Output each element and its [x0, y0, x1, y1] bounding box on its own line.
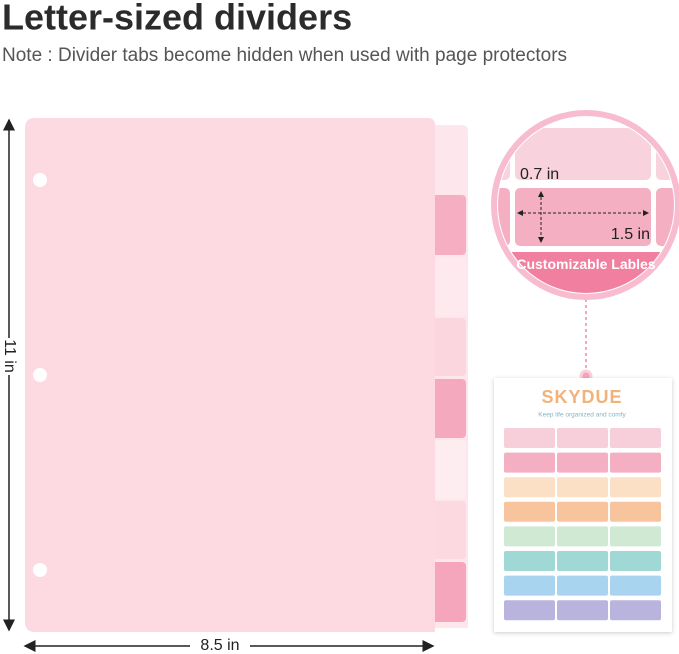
tab — [430, 440, 466, 499]
sheet-label — [557, 526, 608, 547]
sheet-label — [557, 428, 608, 448]
sheet-label — [504, 551, 555, 571]
sheet-label — [504, 600, 555, 621]
hole — [33, 563, 47, 577]
tab — [430, 318, 466, 376]
height-label: 11 in — [1, 339, 18, 373]
sheet-label — [504, 477, 555, 498]
width-label: 8.5 in — [200, 637, 239, 654]
title: Letter-sized dividers — [2, 0, 352, 38]
tabs — [430, 195, 466, 622]
sheet-label — [504, 501, 555, 522]
label-grid — [504, 428, 661, 621]
sheet-label — [610, 551, 661, 571]
sheet-label — [557, 477, 608, 498]
sheet-label — [610, 526, 661, 547]
note: Note : Divider tabs become hidden when u… — [2, 45, 567, 66]
sheet-label — [557, 551, 608, 571]
tagline: Keep life organized and comfy — [538, 412, 626, 419]
sheet-label — [557, 452, 608, 473]
caption-box: Customizable Lables — [516, 256, 656, 272]
sheet-label — [504, 575, 555, 596]
tab — [430, 562, 466, 622]
sheet-label — [557, 501, 608, 522]
sheet-label — [610, 452, 661, 473]
hole — [33, 368, 47, 382]
sheet-label — [504, 428, 555, 448]
sheet-label — [610, 600, 661, 621]
caption: Customizable Lables — [516, 256, 656, 272]
label-height: 0.7 in — [520, 166, 559, 183]
sheet-label — [610, 501, 661, 522]
tab — [430, 258, 466, 316]
label-width: 1.5 in — [611, 226, 650, 243]
tab — [430, 379, 466, 438]
hole — [33, 173, 47, 187]
sheet-label — [610, 575, 661, 596]
sheet-label — [610, 428, 661, 448]
sheet-label — [610, 477, 661, 498]
sheet-label — [504, 526, 555, 547]
brand: SKYDUE — [541, 387, 622, 407]
sheet-label — [557, 600, 608, 621]
sheet-label — [504, 452, 555, 473]
tab — [430, 195, 466, 255]
sheet-label — [557, 575, 608, 596]
divider-page — [25, 118, 435, 632]
tab — [430, 501, 466, 559]
